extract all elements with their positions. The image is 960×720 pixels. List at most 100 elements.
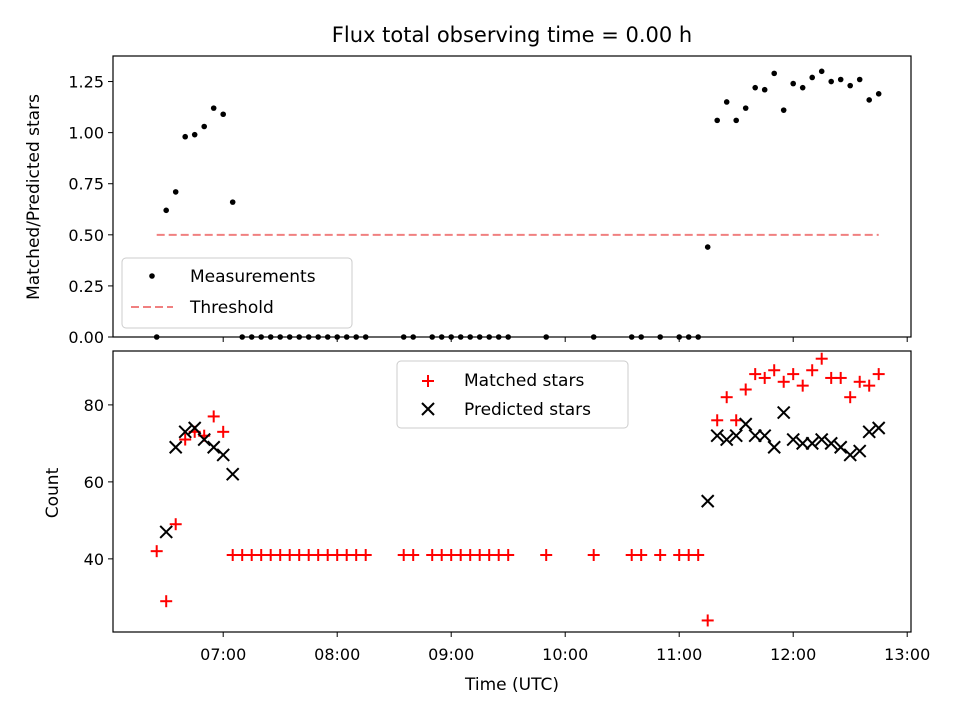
count-legend-box [396, 360, 629, 429]
measurements-point [172, 189, 179, 195]
predicted-stars-point [795, 436, 810, 451]
matched-stars-point [863, 379, 876, 392]
count-y-axis-label: Count [43, 467, 63, 518]
matched-stars-point [701, 614, 714, 627]
matched-stars-point [834, 371, 847, 384]
ratio-plot-frame [112, 55, 912, 338]
predicted-stars-point [805, 436, 819, 451]
ratio-y-tick-label: 0.75 [68, 175, 104, 194]
predicted-stars-point [168, 440, 183, 454]
matched-stars-point [587, 549, 600, 562]
predicted-stars-point [206, 440, 221, 454]
ratio-y-axis-label: Matched/Predicted stars [24, 94, 44, 300]
ratio-x-ticks [222, 337, 908, 342]
measurements-point [799, 84, 806, 91]
predicted-stars-point [710, 428, 724, 443]
predicted-stars-point [159, 525, 173, 539]
predicted-stars-point [843, 448, 857, 462]
measurements-point [163, 207, 169, 214]
matched-stars-point [777, 375, 790, 388]
predicted-stars-point [862, 425, 876, 439]
matched-stars-point [815, 352, 828, 365]
matched-stars-point [150, 545, 163, 558]
matched-stars-point [502, 549, 515, 562]
predicted-stars-point [748, 428, 762, 443]
measurements-point [866, 97, 872, 103]
predicted-stars-point [824, 436, 838, 451]
count-y-tick-label: 80 [84, 396, 104, 415]
measurements-point [837, 76, 844, 83]
ratio-y-tick-label: 1.00 [68, 124, 104, 143]
matched-legend-label: Matched stars [464, 371, 584, 391]
measurements-point [733, 117, 739, 124]
chart-title: Flux total observing time = 0.00 h [332, 23, 692, 47]
matched-stars-point [711, 414, 724, 427]
predicted-stars-point [729, 428, 743, 443]
ratio-y-ticks: 0.00 0.25 0.50 0.75 1.00 1.25 [68, 73, 113, 347]
predicted-stars-point [187, 421, 202, 435]
count-legend: Matched stars Predicted stars [396, 360, 629, 429]
measurements-point [229, 199, 236, 205]
count-x-tick-label: 07:00 [200, 645, 246, 664]
predicted-stars-point [767, 440, 781, 454]
predicted-stars-point [833, 440, 848, 454]
predicted-legend-marker [421, 402, 435, 416]
predicted-stars-point [814, 432, 829, 447]
measurements-point [780, 107, 787, 113]
predicted-stars-point [225, 467, 240, 481]
threshold-legend-label: Threshold [189, 298, 274, 318]
matched-stars-point [844, 391, 857, 404]
count-y-ticks: 40 60 80 [84, 396, 113, 569]
measurements-point [771, 70, 777, 77]
count-x-tick-label: 09:00 [428, 645, 474, 664]
measurements-point [201, 123, 207, 130]
measurements-point [714, 117, 720, 124]
matched-stars-point [407, 549, 420, 562]
measurements-point [790, 80, 796, 87]
measurements-point [818, 68, 825, 75]
predicted-stars-point [786, 432, 800, 447]
matched-stars-point [635, 549, 648, 562]
measurements-point [182, 133, 188, 140]
matched-stars-point [692, 549, 705, 562]
predicted-stars-point [719, 432, 734, 447]
matched-stars-point [720, 391, 733, 404]
ratio-legend-box [121, 257, 353, 329]
measurements-point [875, 91, 882, 97]
count-plot-frame [112, 350, 912, 633]
count-panel: Count Time (UTC) 40 60 80 07:00 08:00 09:00 1… [43, 350, 930, 695]
measurements-point [809, 74, 815, 81]
measurements-point [191, 131, 198, 138]
matched-stars-point [787, 368, 800, 381]
count-x-tick-label: 11:00 [656, 645, 702, 664]
count-x-tick-label: 12:00 [770, 645, 816, 664]
measurements-point [761, 86, 768, 93]
measurements-legend-marker [149, 273, 155, 279]
measurements-point [210, 105, 217, 111]
matched-stars-point [160, 595, 173, 608]
time-x-axis-label: Time (UTC) [464, 675, 559, 695]
predicted-stars-point [700, 494, 715, 508]
measurements-point [847, 82, 853, 89]
measurements-point [220, 111, 226, 118]
count-x-tick-label: 10:00 [542, 645, 588, 664]
matched-stars-point [872, 368, 885, 381]
count-marks [150, 352, 886, 627]
measurements-point [704, 244, 711, 250]
predicted-stars-point [738, 417, 753, 431]
count-y-tick-label: 40 [84, 550, 104, 569]
matched-stars-point [739, 383, 752, 396]
matched-legend-marker [422, 375, 434, 387]
matched-stars-point [207, 410, 220, 423]
ratio-y-tick-label: 1.25 [68, 73, 104, 92]
matched-stars-point [853, 375, 866, 388]
count-x-ticks: 07:00 08:00 09:00 10:00 11:00 12:00 13:00 [200, 632, 930, 664]
ratio-legend: Measurements Threshold [121, 257, 353, 329]
ratio-y-tick-label: 0.25 [68, 277, 104, 296]
count-x-tick-label: 13:00 [884, 645, 930, 664]
matched-stars-point [169, 518, 182, 531]
matched-stars-point [768, 364, 781, 377]
measurements-point [856, 76, 863, 83]
matched-stars-point [758, 371, 771, 384]
